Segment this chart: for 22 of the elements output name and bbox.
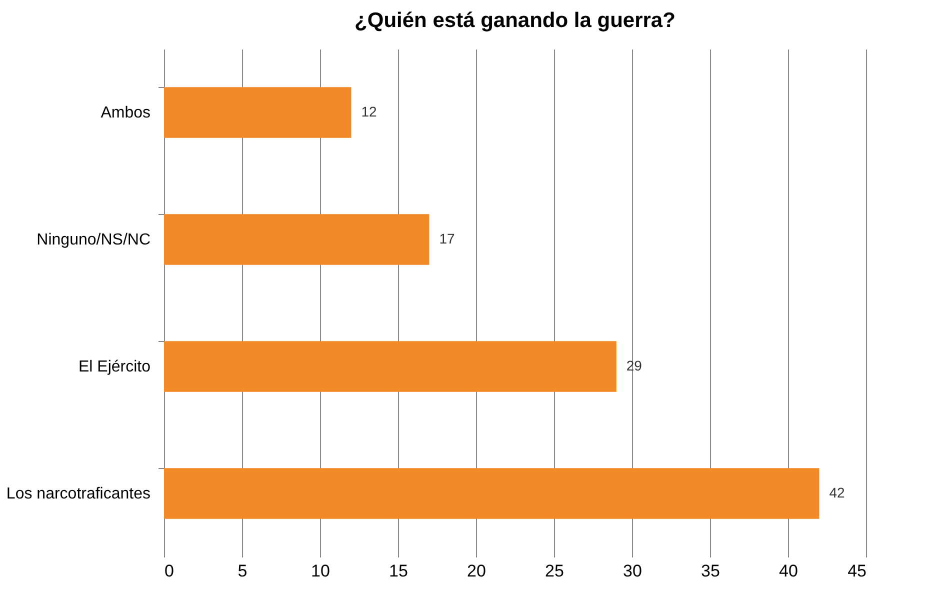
bar: [164, 214, 430, 265]
x-tick-label: 25: [545, 562, 564, 580]
y-tick-label: El Ejército: [78, 358, 151, 376]
data-label: 12: [361, 104, 377, 120]
x-tick-label: 15: [389, 562, 408, 580]
x-tick-label: 45: [848, 562, 866, 580]
x-tick-label: 20: [467, 562, 486, 580]
x-tick-label: 5: [238, 562, 248, 580]
bar: [164, 341, 616, 392]
chart-title: ¿Quién está ganando la guerra?: [354, 9, 676, 32]
bar: [164, 87, 352, 138]
y-tick-label: Los narcotraficantes: [6, 486, 150, 502]
data-label: 17: [439, 230, 455, 246]
data-label: 42: [829, 484, 845, 500]
x-tick-label: 10: [311, 562, 330, 580]
y-tick-label: Ambos: [100, 104, 150, 122]
x-tick-label: 40: [779, 562, 798, 580]
y-tick-label: Ninguno/NS/NC: [36, 232, 150, 248]
x-tick-label: 30: [623, 562, 642, 580]
x-tick-label: 0: [164, 562, 174, 580]
bar: [164, 468, 820, 519]
x-tick-label: 35: [701, 562, 720, 580]
